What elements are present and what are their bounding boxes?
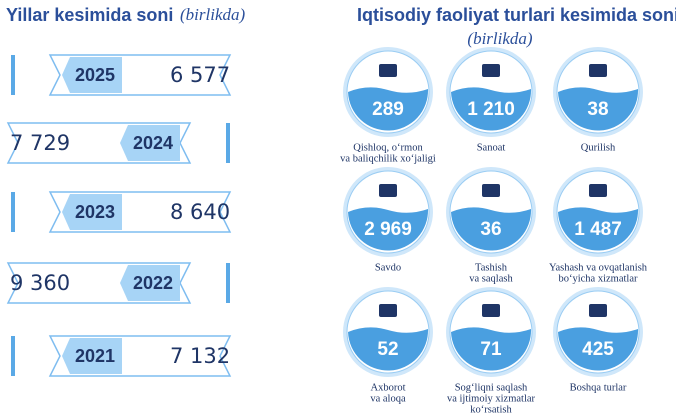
label: va ijtimoiy xizmatlar	[447, 393, 536, 404]
side-bar	[11, 336, 15, 376]
label: Boshqa turlar	[570, 382, 627, 393]
label: ko‘rsatish	[470, 404, 512, 415]
left-title: Yillar kesimida soni	[6, 5, 173, 25]
icon	[589, 304, 607, 317]
right-title: Iqtisodiy faoliyat turlari kesimida soni	[357, 5, 676, 25]
icon	[379, 304, 397, 317]
count: 425	[582, 339, 614, 360]
side-bar	[11, 192, 15, 232]
label: Yashash va ovqatlanish	[549, 262, 648, 273]
label: Qishloq, o‘rmon	[353, 142, 423, 153]
icon	[482, 304, 500, 317]
left-subtitle: (birlikda)	[180, 5, 245, 24]
year-tag	[62, 338, 122, 374]
year-tag	[120, 125, 180, 161]
count: 1 210	[467, 99, 515, 120]
count: 8 640	[170, 200, 230, 224]
year: 2024	[133, 133, 173, 153]
year: 2022	[133, 273, 173, 293]
count: 6 577	[170, 63, 230, 87]
wave	[348, 327, 429, 371]
label: Qurilish	[581, 142, 616, 153]
wave	[451, 327, 532, 371]
count: 52	[377, 339, 398, 360]
side-bar	[226, 263, 230, 303]
year-tag	[62, 57, 122, 93]
count: 38	[587, 99, 608, 120]
label: va baliqchilik xo‘jaligi	[340, 153, 436, 164]
count: 7 729	[10, 131, 70, 155]
count: 2 969	[364, 219, 412, 240]
side-bar	[226, 123, 230, 163]
icon	[482, 64, 500, 77]
label: Savdo	[375, 262, 401, 273]
wave	[558, 327, 639, 371]
count: 36	[480, 219, 501, 240]
label: va saqlash	[469, 273, 513, 284]
count: 1 487	[574, 219, 622, 240]
count: 9 360	[10, 271, 70, 295]
side-bar	[11, 55, 15, 95]
wave	[348, 207, 429, 251]
label: Axborot	[371, 382, 406, 393]
label: Sanoat	[477, 142, 506, 153]
wave	[348, 87, 429, 131]
count: 7 132	[170, 344, 230, 368]
right-subtitle: (birlikda)	[467, 29, 532, 48]
year: 2021	[75, 346, 115, 366]
label: Sog‘liqni saqlash	[455, 382, 528, 393]
year-tag	[62, 194, 122, 230]
icon	[379, 184, 397, 197]
year: 2025	[75, 65, 115, 85]
icon	[589, 64, 607, 77]
count: 71	[480, 339, 502, 360]
label: Tashish	[475, 262, 508, 273]
wave	[558, 207, 639, 251]
icon	[482, 184, 500, 197]
year-tag	[120, 265, 180, 301]
icon	[589, 184, 607, 197]
label: va aloqa	[370, 393, 406, 404]
wave	[451, 87, 532, 131]
wave	[558, 87, 639, 131]
year: 2023	[75, 202, 115, 222]
wave	[451, 207, 532, 251]
label: bo‘yicha xizmatlar	[558, 273, 638, 284]
count: 289	[372, 99, 404, 120]
icon	[379, 64, 397, 77]
